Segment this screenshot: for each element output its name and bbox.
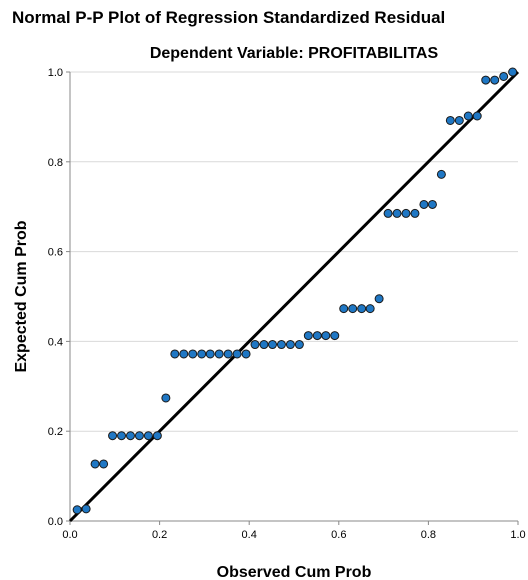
y-axis-label: Expected Cum Prob: [13, 220, 30, 372]
data-point: [481, 75, 491, 85]
x-tick-label: 0.6: [331, 529, 346, 541]
tick-labels: 0.0 0.2 0.4 0.6 0.8 1.0 0.0 0.2 0.4 0.6 0.8 1.0: [48, 67, 526, 541]
data-point: [303, 331, 313, 341]
data-point: [205, 349, 215, 359]
data-point: [454, 115, 464, 125]
y-tick-label: 0.0: [48, 516, 63, 528]
data-point: [410, 208, 420, 218]
y-tick-label: 0.8: [48, 157, 63, 169]
reference-line: [68, 70, 520, 523]
axes: [66, 71, 519, 525]
data-point: [383, 208, 393, 218]
data-point: [490, 75, 500, 85]
y-tick-label: 0.4: [48, 336, 63, 348]
data-point: [463, 111, 473, 121]
data-points: [72, 67, 518, 515]
diagonal-line: [68, 70, 520, 523]
data-point: [330, 331, 340, 341]
data-point: [259, 340, 269, 350]
data-point: [117, 431, 127, 441]
data-point: [508, 67, 518, 77]
x-tick-label: 0.0: [62, 529, 77, 541]
chart-title: Normal P-P Plot of Regression Standardiz…: [12, 8, 446, 27]
x-tick-label: 0.4: [242, 529, 257, 541]
data-point: [250, 340, 260, 350]
data-point: [143, 431, 153, 441]
data-point: [357, 304, 367, 314]
data-point: [267, 340, 277, 350]
data-point: [223, 349, 233, 359]
data-point: [232, 349, 242, 359]
data-point: [276, 340, 286, 350]
data-point: [401, 208, 411, 218]
data-point: [179, 349, 189, 359]
data-point: [188, 349, 198, 359]
y-tick-label: 0.6: [48, 247, 63, 259]
data-point: [81, 504, 91, 514]
data-point: [365, 304, 375, 314]
data-point: [214, 349, 224, 359]
data-point: [170, 349, 180, 359]
x-tick-label: 0.2: [152, 529, 167, 541]
data-point: [419, 199, 429, 209]
data-point: [374, 294, 384, 304]
x-tick-label: 0.8: [421, 529, 436, 541]
data-point: [427, 199, 437, 209]
grid-lines: [70, 71, 518, 432]
y-tick-label: 1.0: [48, 67, 63, 79]
y-tick-label: 0.2: [48, 426, 63, 438]
data-point: [436, 169, 446, 179]
data-point: [108, 431, 118, 441]
data-point: [197, 349, 207, 359]
data-point: [472, 111, 482, 121]
data-point: [285, 340, 295, 350]
data-point: [125, 431, 135, 441]
x-tick-label: 1.0: [510, 529, 525, 541]
data-point: [241, 349, 251, 359]
data-point: [339, 304, 349, 314]
x-axis-label: Observed Cum Prob: [217, 564, 372, 580]
data-point: [445, 115, 455, 125]
data-point: [90, 459, 100, 469]
data-point: [72, 505, 82, 515]
chart-subtitle: Dependent Variable: PROFITABILITAS: [149, 45, 439, 62]
data-point: [392, 208, 402, 218]
data-point: [348, 304, 358, 314]
data-point: [152, 431, 162, 441]
data-point: [312, 331, 322, 341]
data-point: [294, 340, 304, 350]
data-point: [134, 431, 144, 441]
data-point: [499, 71, 509, 81]
data-point: [99, 459, 109, 469]
data-point: [161, 393, 171, 403]
data-point: [321, 331, 331, 341]
